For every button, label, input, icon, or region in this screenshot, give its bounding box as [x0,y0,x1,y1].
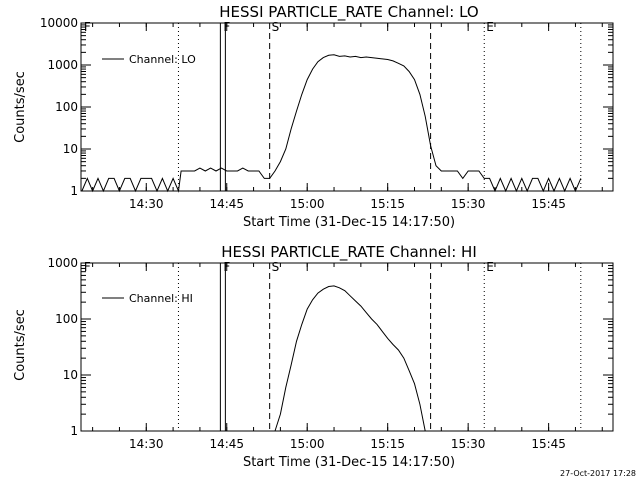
y-tick-label-lo-1: 10 [63,142,78,156]
marker-label-lo-0: F [84,20,91,34]
y-axis-label-lo: Counts/sec [13,71,28,143]
series-line-lo-0 [81,54,582,193]
x-axis-label-hi: Start Time (31-Dec-15 14:17:50) [243,455,455,470]
x-axis-label-lo: Start Time (31-Dec-15 14:17:50) [243,215,455,230]
panel-hi: HESSI PARTICLE_RATE Channel: HI Counts/s… [13,243,614,470]
x-tick-label-hi-0: 14:30 [129,437,164,451]
legend-label-lo: Channel: LO [129,53,196,66]
x-tick-label-lo-4: 15:30 [451,197,486,211]
x-tick-label-hi-3: 15:15 [370,437,405,451]
x-tick-label-lo-2: 15:00 [290,197,325,211]
plot-frame-lo [80,22,614,192]
marker-label-hi-0: F [84,260,91,274]
marker-label-lo-1: F [223,20,230,34]
legend-label-hi: Channel: HI [129,292,193,305]
y-axis-label-hi: Counts/sec [13,309,28,381]
marker-label-hi-1: F [223,260,230,274]
marker-label-hi-2: S [272,260,280,274]
y-tick-label-lo-4: 10000 [40,16,78,30]
chart-title-hi: HESSI PARTICLE_RATE Channel: HI [221,243,477,262]
y-tick-label-lo-3: 1000 [47,58,78,72]
footer-timestamp: 27-Oct-2017 17:28 [560,469,636,478]
marker-label-lo-2: S [272,20,280,34]
x-tick-label-lo-1: 14:45 [209,197,244,211]
y-tick-label-hi-1: 10 [63,368,78,382]
x-tick-label-lo-3: 15:15 [370,197,405,211]
chart-title-lo: HESSI PARTICLE_RATE Channel: LO [219,3,478,22]
x-tick-label-lo-0: 14:30 [129,197,164,211]
y-tick-label-lo-2: 100 [55,100,78,114]
marker-label-hi-4: E [486,260,494,274]
y-tick-label-hi-2: 100 [55,312,78,326]
y-tick-label-hi-3: 1000 [47,256,78,270]
y-tick-label-hi-0: 1 [70,424,78,438]
series-line-hi-0 [274,285,426,432]
x-tick-label-hi-2: 15:00 [290,437,325,451]
x-tick-label-hi-5: 15:45 [531,437,566,451]
x-tick-label-hi-4: 15:30 [451,437,486,451]
legend-hi: Channel: HI [102,292,193,305]
panel-lo: HESSI PARTICLE_RATE Channel: LO Counts/s… [13,3,614,230]
x-tick-label-hi-1: 14:45 [209,437,244,451]
y-tick-label-lo-0: 1 [70,184,78,198]
plot-frame-hi [80,262,614,432]
marker-box-hi-1 [219,262,226,432]
x-tick-label-lo-5: 15:45 [531,197,566,211]
marker-label-lo-4: E [486,20,494,34]
legend-lo: Channel: LO [102,53,196,66]
marker-box-lo-1 [219,22,226,192]
